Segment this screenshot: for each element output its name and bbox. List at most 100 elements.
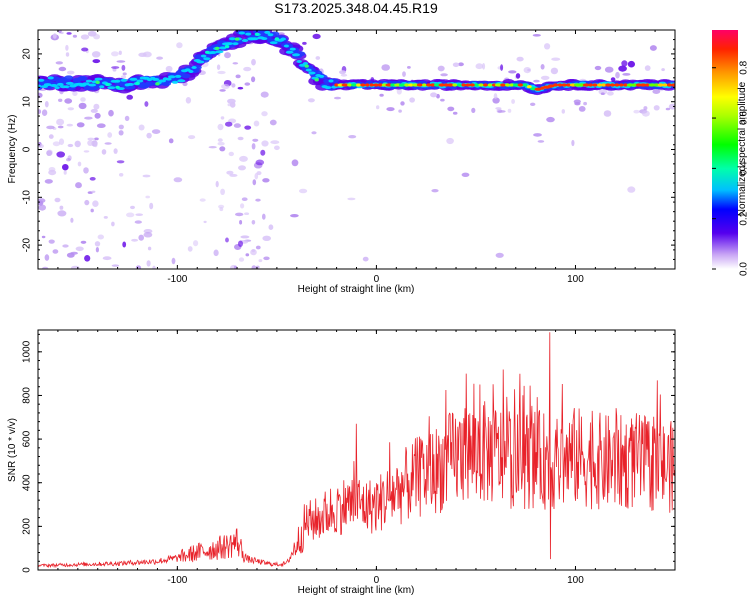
noise-blob [500,64,504,71]
ridge-core [582,83,590,87]
ridge-blob [50,84,58,87]
noise-blob [57,125,64,129]
noise-blob [216,64,221,70]
x-tick-label: 100 [567,575,584,586]
noise-blob [233,265,237,269]
colorbar-tick-label: 0.4 [739,161,750,175]
noise-blob [75,182,82,189]
ridge-blob [56,82,64,86]
noise-blob [152,265,156,269]
noise-blob [156,56,164,60]
ridge-core [512,83,520,87]
noise-blob [143,232,153,238]
noise-blob [84,254,91,262]
noise-blob [261,140,269,147]
ridge-blob [99,85,105,89]
noise-blob [80,97,86,102]
noise-blob [58,66,67,72]
noise-blob [263,256,270,261]
noise-blob [66,70,75,75]
colorbar-gradient [712,30,738,269]
ridge-core [614,83,620,87]
noise-blob [227,98,236,104]
noise-blob [124,115,130,121]
noise-blob [199,198,206,202]
noise-blob [440,98,445,102]
ridge-core [115,85,120,89]
snr-plot-area [38,332,675,569]
noise-blob [188,135,196,140]
noise-blob [48,239,55,244]
noise-blob [571,139,575,147]
noise-blob [70,217,74,223]
noise-blob [307,98,315,103]
noise-blob [135,213,143,216]
noise-blob [615,71,620,79]
noise-blob [475,63,484,70]
ridge-blob [43,83,52,87]
noise-blob [381,64,391,71]
noise-blob [409,97,415,103]
noise-blob [145,195,150,199]
noise-blob [38,204,46,211]
noise-blob [57,30,62,34]
ridge-core [274,37,280,41]
noise-blob [347,197,356,201]
noise-blob [652,89,661,94]
noise-blob [67,107,75,111]
ridge-core [631,83,638,87]
noise-blob [90,108,98,113]
noise-blob [126,212,135,218]
ridge-blob [165,77,172,81]
noise-blob [431,189,439,193]
ridge-core [609,83,616,87]
noise-blob [396,88,402,95]
ridge-blob [171,80,179,84]
y-tick-label: 0 [22,146,33,152]
ridge-blob [285,50,294,54]
noise-blob [219,207,224,212]
noise-blob [52,141,61,147]
noise-blob [116,160,125,164]
noise-blob [217,123,224,131]
y-tick-label: -20 [22,237,33,252]
ridge-core [416,83,423,87]
noise-blob [116,60,126,63]
noise-blob [187,246,193,252]
ridge-core [347,83,353,87]
noise-blob [62,244,69,248]
x-tick-label: 0 [374,575,380,586]
ridge-core [483,83,488,87]
ridge-blob [180,73,191,79]
noise-blob [225,237,229,243]
noise-blob [238,257,245,262]
noise-blob [97,234,105,240]
noise-blob [56,151,65,158]
y-tick-label: 1000 [22,340,33,363]
noise-blob [113,148,118,154]
ridge-blob [107,86,116,90]
y-tick-label: 400 [22,474,33,491]
noise-blob [471,107,476,113]
noise-blob [134,220,142,224]
noise-blob [532,34,541,37]
noise-blob [243,66,252,72]
ridge-core [155,82,160,86]
noise-blob [447,106,455,112]
ridge-blob [63,85,70,89]
noise-blob [94,137,99,141]
noise-blob [400,101,405,106]
ridge-core [557,83,563,87]
noise-blob [213,249,219,257]
ridge-core [398,83,406,87]
noise-blob [219,89,226,92]
noise-blob [58,98,63,103]
spectrogram-xlabel: Height of straight line (km) [298,284,415,295]
noise-blob [277,32,285,36]
noise-blob [146,132,152,139]
ridge-core [135,81,140,85]
noise-blob [254,173,259,180]
x-tick-label: -100 [167,274,187,285]
